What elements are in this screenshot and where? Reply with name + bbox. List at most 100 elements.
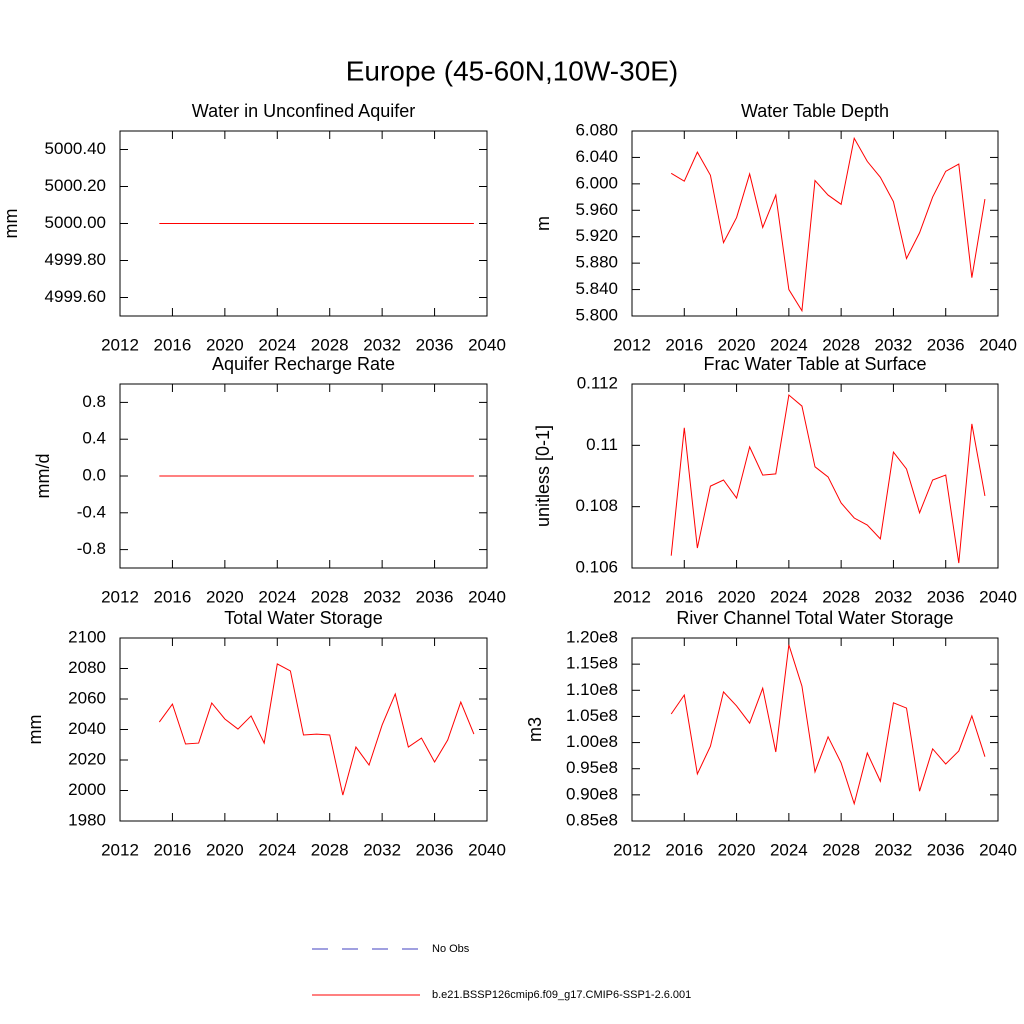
y-tick-label: 0.108: [575, 496, 618, 515]
x-tick-label: 2012: [101, 840, 139, 859]
y-tick-label: -0.4: [77, 502, 106, 521]
y-tick-label: 2080: [68, 658, 106, 677]
plot-frame: [631, 637, 999, 822]
y-tick-label: 5.960: [575, 200, 618, 219]
y-tick-label: 6.000: [575, 173, 618, 192]
data-line: [158, 663, 475, 796]
x-tick-label: 2016: [154, 335, 192, 354]
x-tick-label: 2020: [206, 335, 244, 354]
x-tick-label: 2036: [927, 587, 965, 606]
data-line: [670, 394, 986, 564]
x-tick-label: 2012: [101, 335, 139, 354]
y-tick-label: 0.11: [586, 435, 618, 454]
panel-title: Frac Water Table at Surface: [703, 354, 926, 374]
x-tick-label: 2012: [613, 335, 651, 354]
x-tick-label: 2040: [468, 840, 506, 859]
x-tick-label: 2016: [154, 840, 192, 859]
plot-frame: [631, 383, 999, 569]
y-tick-label: 4999.80: [45, 250, 106, 269]
y-tick-label: 1980: [68, 810, 106, 829]
y-axis-label: unitless [0-1]: [533, 425, 553, 527]
x-tick-label: 2036: [927, 335, 965, 354]
figure-title: Europe (45-60N,10W-30E): [346, 55, 679, 86]
y-tick-label: 0.85e8: [566, 810, 618, 829]
x-tick-label: 2020: [206, 840, 244, 859]
panel-title: River Channel Total Water Storage: [676, 608, 953, 628]
y-tick-label: 0.90e8: [566, 784, 618, 803]
y-tick-label: 5.920: [575, 226, 618, 245]
y-tick-label: 4999.60: [45, 287, 106, 306]
x-tick-label: 2028: [822, 587, 860, 606]
x-tick-label: 2016: [665, 840, 703, 859]
x-tick-label: 2036: [416, 335, 454, 354]
x-tick-label: 2032: [363, 840, 401, 859]
y-tick-label: 2060: [68, 688, 106, 707]
legend-label: b.e21.BSSP126cmip6.f09_g17.CMIP6-SSP1-2.…: [432, 989, 691, 1001]
y-axis-label: mm: [1, 209, 21, 239]
y-tick-label: 0.0: [82, 465, 106, 484]
panel-title: Aquifer Recharge Rate: [212, 354, 395, 374]
y-tick-label: 2040: [68, 719, 106, 738]
y-tick-label: 0.106: [575, 557, 618, 576]
x-tick-label: 2016: [665, 587, 703, 606]
x-tick-label: 2040: [979, 587, 1017, 606]
x-tick-label: 2020: [718, 840, 756, 859]
y-tick-label: 1.20e8: [566, 627, 618, 646]
y-axis-label: mm/d: [33, 454, 53, 499]
x-tick-label: 2028: [822, 335, 860, 354]
y-tick-label: 1.05e8: [566, 706, 618, 725]
y-tick-label: 2100: [68, 627, 106, 646]
x-tick-label: 2028: [822, 840, 860, 859]
y-tick-label: 5000.00: [45, 213, 106, 232]
y-tick-label: 5.840: [575, 279, 618, 298]
x-tick-label: 2040: [979, 335, 1017, 354]
y-tick-label: -0.8: [77, 539, 106, 558]
y-tick-label: 1.00e8: [566, 732, 618, 751]
x-tick-label: 2032: [875, 840, 913, 859]
x-tick-label: 2016: [665, 335, 703, 354]
legend-label: No Obs: [432, 943, 470, 955]
y-tick-label: 0.8: [82, 392, 106, 411]
y-tick-label: 1.10e8: [566, 680, 618, 699]
x-tick-label: 2020: [206, 587, 244, 606]
y-tick-label: 5.880: [575, 253, 618, 272]
data-line: [670, 136, 986, 313]
x-tick-label: 2012: [101, 587, 139, 606]
x-tick-label: 2032: [875, 587, 913, 606]
y-tick-label: 2000: [68, 780, 106, 799]
x-tick-label: 2024: [770, 587, 808, 606]
x-tick-label: 2024: [258, 587, 296, 606]
x-tick-label: 2040: [468, 335, 506, 354]
x-tick-label: 2024: [258, 335, 296, 354]
x-tick-label: 2024: [770, 840, 808, 859]
y-tick-label: 0.95e8: [566, 758, 618, 777]
panel-title: Total Water Storage: [224, 608, 382, 628]
data-line: [670, 644, 986, 806]
x-tick-label: 2028: [311, 335, 349, 354]
x-tick-label: 2024: [770, 335, 808, 354]
x-tick-label: 2012: [613, 840, 651, 859]
plot-frame: [119, 637, 488, 822]
x-tick-label: 2036: [927, 840, 965, 859]
x-tick-label: 2036: [416, 587, 454, 606]
x-tick-label: 2020: [718, 335, 756, 354]
plot-frame: [631, 130, 999, 317]
x-tick-label: 2032: [363, 335, 401, 354]
y-tick-label: 5.800: [575, 305, 618, 324]
x-tick-label: 2040: [979, 840, 1017, 859]
x-tick-label: 2032: [875, 335, 913, 354]
y-tick-label: 6.040: [575, 147, 618, 166]
y-tick-label: 2020: [68, 749, 106, 768]
y-tick-label: 0.4: [82, 429, 106, 448]
x-tick-label: 2016: [154, 587, 192, 606]
x-tick-label: 2012: [613, 587, 651, 606]
x-tick-label: 2040: [468, 587, 506, 606]
y-tick-label: 0.112: [577, 373, 618, 392]
y-tick-label: 6.080: [575, 120, 618, 139]
y-axis-label: mm: [25, 715, 45, 745]
x-tick-label: 2032: [363, 587, 401, 606]
x-tick-label: 2028: [311, 840, 349, 859]
y-axis-label: m3: [525, 717, 545, 742]
x-tick-label: 2028: [311, 587, 349, 606]
